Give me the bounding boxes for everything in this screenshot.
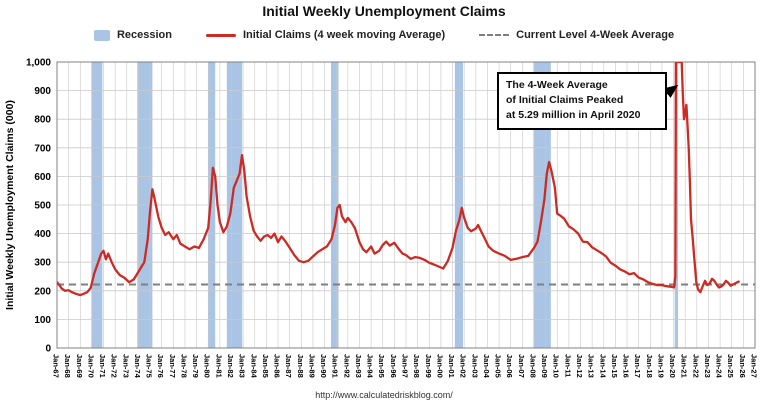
svg-text:Jan-95: Jan-95: [377, 354, 386, 378]
svg-text:500: 500: [34, 201, 51, 212]
svg-text:Jan-12: Jan-12: [575, 354, 584, 378]
svg-text:Jan-77: Jan-77: [168, 354, 177, 378]
legend-current-level-label: Current Level 4-Week Average: [516, 29, 675, 41]
svg-text:Jan-80: Jan-80: [203, 354, 212, 378]
current-level-dash-swatch: [479, 34, 510, 36]
svg-text:Jan-90: Jan-90: [319, 354, 328, 378]
recession-swatch: [93, 29, 110, 41]
svg-text:Jan-83: Jan-83: [238, 354, 247, 378]
svg-text:700: 700: [34, 143, 51, 154]
svg-text:Jan-94: Jan-94: [366, 354, 375, 379]
svg-text:Jan-99: Jan-99: [424, 354, 433, 378]
svg-text:Jan-25: Jan-25: [726, 354, 735, 378]
svg-text:Jan-85: Jan-85: [261, 354, 270, 378]
legend-item-current-level: Current Level 4-Week Average: [479, 29, 674, 41]
svg-text:Jan-13: Jan-13: [587, 354, 596, 378]
svg-text:Jan-21: Jan-21: [680, 354, 689, 378]
svg-text:Jan-79: Jan-79: [191, 354, 200, 378]
svg-text:Jan-97: Jan-97: [401, 354, 410, 378]
svg-text:Jan-27: Jan-27: [750, 354, 759, 378]
legend-recession-label: Recession: [116, 29, 172, 41]
svg-text:Jan-96: Jan-96: [389, 354, 398, 378]
svg-text:Jan-17: Jan-17: [633, 354, 642, 378]
svg-text:Jan-87: Jan-87: [284, 354, 293, 378]
svg-text:Jan-15: Jan-15: [610, 354, 619, 378]
svg-text:Jan-67: Jan-67: [52, 354, 61, 378]
svg-text:Jan-72: Jan-72: [110, 354, 119, 378]
svg-text:Jan-24: Jan-24: [715, 354, 724, 379]
svg-text:600: 600: [34, 172, 51, 183]
chart-title: Initial Weekly Unemployment Claims: [262, 3, 506, 19]
svg-text:Jan-98: Jan-98: [412, 354, 421, 378]
svg-text:Jan-75: Jan-75: [145, 354, 154, 378]
svg-text:Jan-18: Jan-18: [645, 354, 654, 378]
svg-text:Jan-22: Jan-22: [691, 354, 700, 378]
svg-text:Jan-08: Jan-08: [528, 354, 537, 378]
svg-text:1,000: 1,000: [26, 58, 51, 69]
peak-annotation-box: The 4-Week Average of Initial Claims Pea…: [497, 72, 667, 130]
svg-text:Jan-89: Jan-89: [307, 354, 316, 378]
svg-text:Jan-03: Jan-03: [470, 354, 479, 378]
svg-text:Jan-16: Jan-16: [622, 354, 631, 378]
svg-text:Jan-78: Jan-78: [179, 354, 188, 378]
svg-text:Jan-00: Jan-00: [435, 354, 444, 378]
svg-text:Jan-23: Jan-23: [703, 354, 712, 378]
initial-claims-line-swatch: [205, 33, 236, 37]
svg-text:Jan-93: Jan-93: [354, 354, 363, 378]
svg-text:Initial Weekly Unemployment Cl: Initial Weekly Unemployment Claims (000): [4, 100, 16, 310]
svg-text:Jan-20: Jan-20: [668, 354, 677, 378]
svg-text:Jan-10: Jan-10: [552, 354, 561, 378]
svg-text:Jan-07: Jan-07: [517, 354, 526, 378]
svg-text:800: 800: [34, 115, 51, 126]
svg-text:Jan-05: Jan-05: [494, 354, 503, 378]
svg-text:Jan-86: Jan-86: [273, 354, 282, 378]
svg-text:Jan-02: Jan-02: [459, 354, 468, 378]
svg-text:Jan-73: Jan-73: [121, 354, 130, 378]
svg-text:Jan-04: Jan-04: [482, 354, 491, 379]
svg-text:Jan-01: Jan-01: [447, 354, 456, 378]
svg-text:0: 0: [45, 344, 51, 355]
svg-text:Jan-70: Jan-70: [86, 354, 95, 378]
chart-legend: Recession Initial Claims (4 week moving …: [0, 29, 768, 41]
svg-text:Jan-19: Jan-19: [656, 354, 665, 378]
legend-item-recession: Recession: [93, 29, 172, 41]
svg-text:Jan-71: Jan-71: [98, 354, 107, 378]
svg-text:900: 900: [34, 86, 51, 97]
svg-text:200: 200: [34, 286, 51, 297]
svg-text:Jan-74: Jan-74: [133, 354, 142, 379]
svg-text:Jan-69: Jan-69: [75, 354, 84, 378]
svg-text:Jan-92: Jan-92: [342, 354, 351, 378]
svg-text:Jan-91: Jan-91: [331, 354, 340, 378]
legend-initial-claims-label: Initial Claims (4 week moving Average): [242, 29, 446, 41]
svg-text:100: 100: [34, 315, 51, 326]
svg-text:Jan-09: Jan-09: [540, 354, 549, 378]
source-url: http://www.calculatedriskblog.com/: [315, 390, 453, 400]
svg-text:Jan-68: Jan-68: [63, 354, 72, 378]
svg-text:400: 400: [34, 229, 51, 240]
svg-text:Jan-82: Jan-82: [226, 354, 235, 378]
svg-text:300: 300: [34, 258, 51, 269]
svg-text:Jan-06: Jan-06: [505, 354, 514, 378]
svg-text:Jan-81: Jan-81: [214, 354, 223, 378]
svg-text:Jan-84: Jan-84: [249, 354, 258, 379]
svg-text:Jan-88: Jan-88: [296, 354, 305, 378]
svg-text:Jan-11: Jan-11: [563, 354, 572, 377]
legend-item-initial-claims: Initial Claims (4 week moving Average): [205, 29, 446, 41]
svg-text:Jan-14: Jan-14: [598, 354, 607, 379]
svg-text:Jan-26: Jan-26: [738, 354, 747, 378]
svg-text:Jan-76: Jan-76: [156, 354, 165, 378]
